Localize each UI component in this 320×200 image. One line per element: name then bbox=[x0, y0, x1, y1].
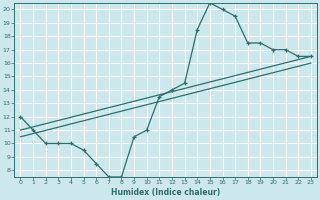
X-axis label: Humidex (Indice chaleur): Humidex (Indice chaleur) bbox=[111, 188, 220, 197]
